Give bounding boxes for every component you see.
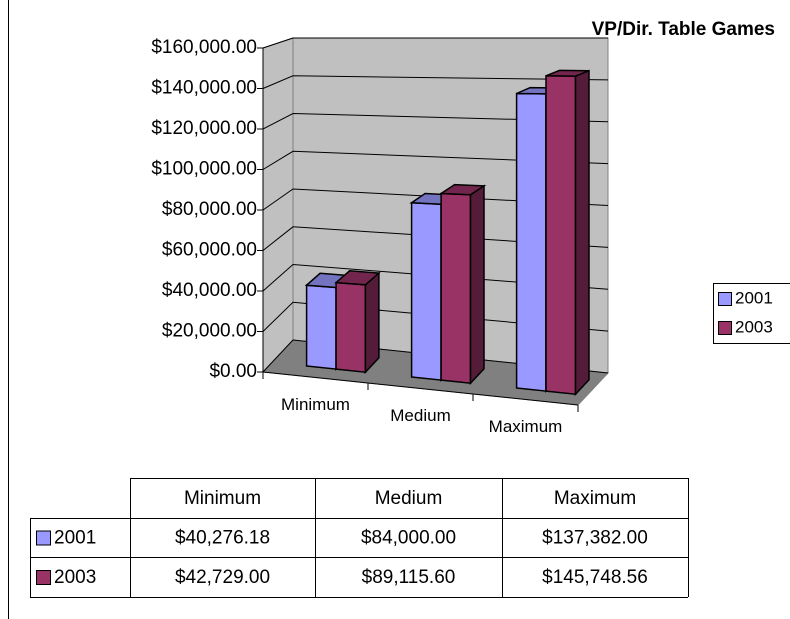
bar-front [515, 92, 547, 392]
grid-line [262, 263, 609, 292]
bar-front [335, 281, 367, 374]
grid-line [262, 37, 608, 49]
y-tick-label: $20,000.00 [162, 321, 257, 342]
grid-line [262, 301, 609, 332]
bar-front [545, 75, 577, 396]
table-header: Minimum [184, 488, 261, 509]
grid-line [262, 339, 609, 374]
legend-swatch [718, 321, 732, 335]
table-cell: $89,115.60 [362, 567, 456, 588]
chart-title: VP/Dir. Table Games [592, 19, 775, 40]
table-row-label: 2003 [54, 567, 96, 588]
grid-line [262, 226, 609, 251]
bar-top [545, 69, 590, 77]
legend-label: 2001 [735, 288, 773, 307]
bar-front [410, 201, 442, 381]
table-cell: $84,000.00 [361, 528, 456, 549]
y-tick-label: $60,000.00 [162, 240, 257, 261]
y-tick-label: $120,000.00 [151, 118, 257, 139]
table-cell: $40,276.18 [175, 528, 270, 549]
table-cell: $137,382.00 [542, 528, 648, 549]
y-tick-label: $80,000.00 [162, 199, 257, 220]
grid-line [262, 150, 609, 170]
legend-label: 2003 [735, 317, 773, 336]
side-wall [262, 37, 294, 374]
x-tick-label: Maximum [489, 417, 563, 436]
bar-side [469, 184, 485, 386]
bar-side [574, 69, 590, 397]
bar-side [364, 271, 380, 375]
table-legend-swatch [36, 570, 51, 585]
legend-swatch [718, 292, 732, 306]
bar [545, 69, 590, 397]
y-tick-label: $40,000.00 [162, 280, 257, 301]
grid-line [262, 75, 609, 89]
table-cell: $42,729.00 [175, 567, 270, 588]
x-axis [262, 371, 579, 406]
bar [334, 270, 381, 375]
table-legend-swatch [36, 530, 51, 546]
table-header: Medium [375, 488, 443, 509]
bar-top [334, 270, 381, 286]
y-tick-label: $0.00 [209, 361, 257, 382]
grid-line [262, 188, 609, 211]
bar-front [440, 192, 472, 385]
x-tick-label: Minimum [281, 395, 350, 414]
table-row-label: 2001 [54, 528, 96, 549]
bar [438, 183, 487, 386]
bar-front [305, 284, 337, 370]
y-tick-label: $100,000.00 [151, 159, 257, 180]
bar-top [438, 183, 487, 196]
grid-line [262, 112, 609, 130]
y-tick-label: $160,000.00 [151, 37, 257, 58]
x-tick-label: Medium [390, 406, 450, 425]
table-cell: $145,748.56 [542, 567, 648, 588]
y-tick-label: $140,000.00 [151, 78, 257, 99]
table-header: Maximum [554, 488, 636, 509]
